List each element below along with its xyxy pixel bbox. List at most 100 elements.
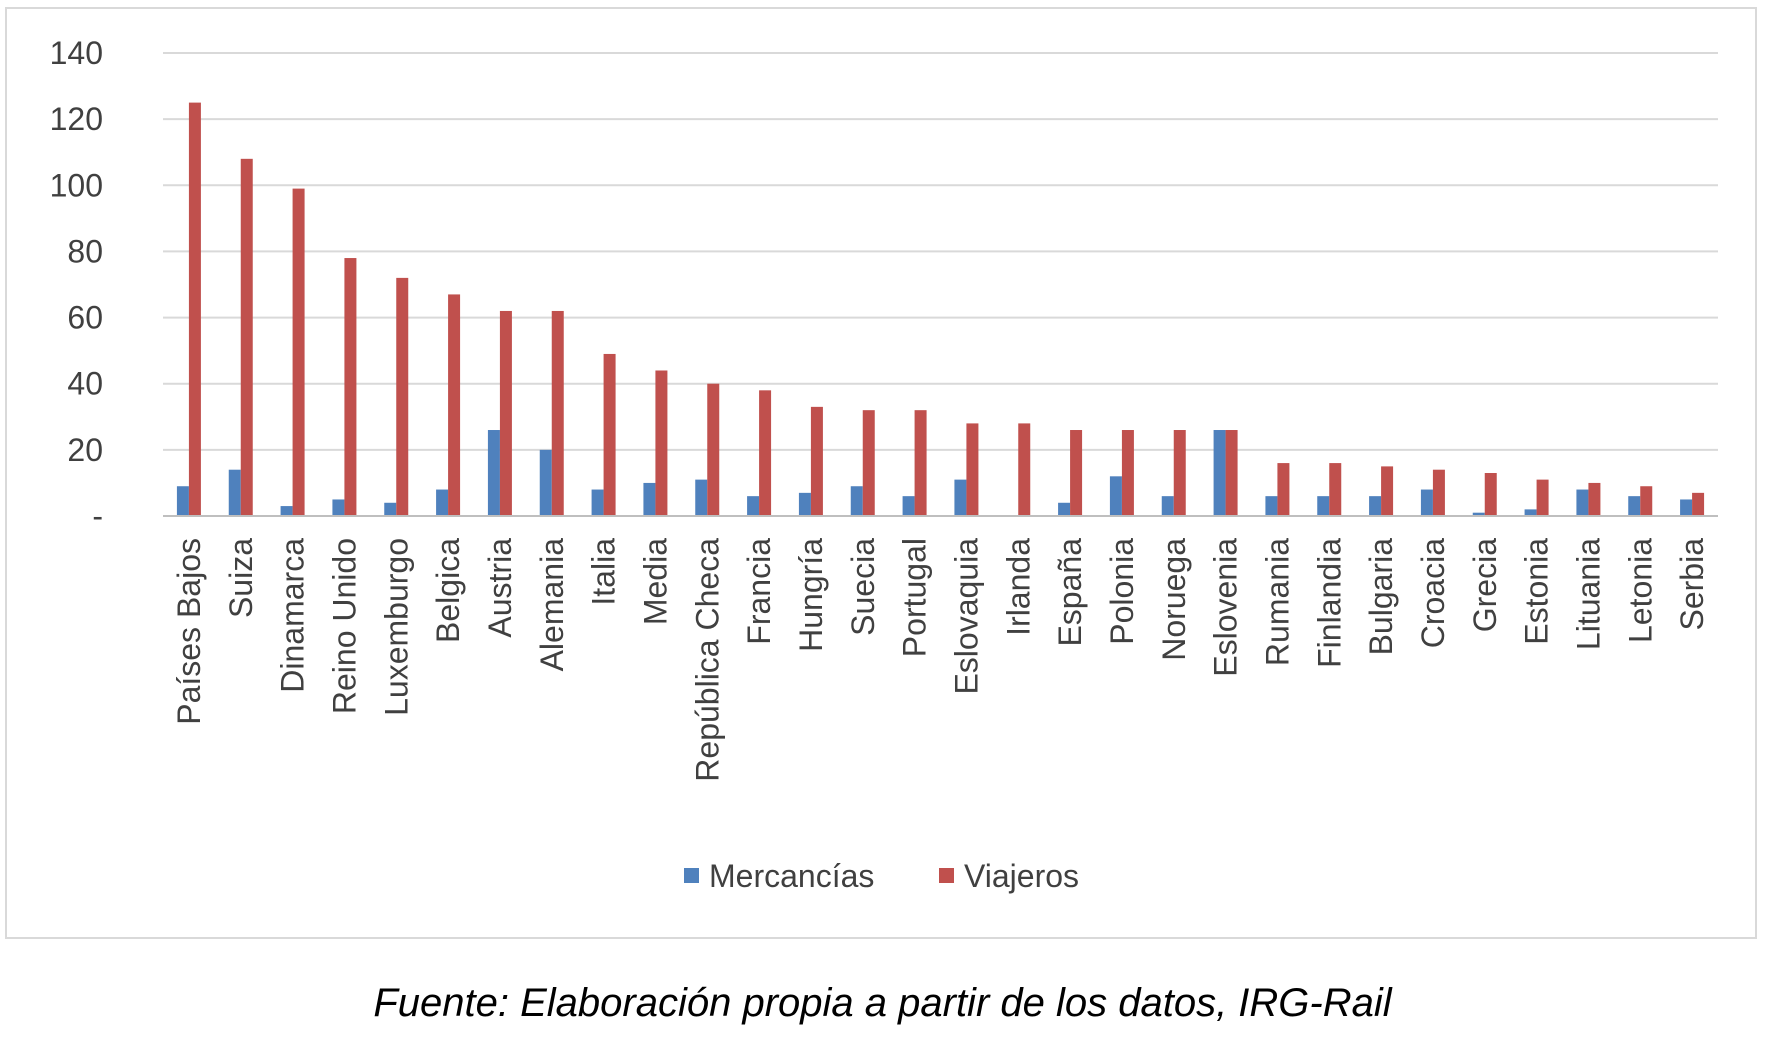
y-tick-label: 120	[50, 101, 103, 137]
bar-mercancias	[902, 496, 915, 516]
bar-viajeros	[1173, 430, 1186, 516]
y-axis-ticks: - 20 40 60 80 100 120 140	[50, 35, 103, 534]
bar-viajeros	[1536, 479, 1549, 516]
bar-viajeros	[1329, 463, 1342, 516]
legend-swatch	[684, 868, 699, 883]
y-tick-label: 40	[67, 366, 103, 402]
bar-mercancias	[1680, 499, 1693, 516]
x-tick-label: Suiza	[223, 538, 259, 618]
bar-mercancias	[1213, 430, 1226, 516]
x-tick-label: República Checa	[689, 538, 725, 782]
bar-mercancias	[539, 449, 552, 516]
bar-mercancias	[1369, 496, 1382, 516]
x-tick-label: Eslovenia	[1208, 538, 1244, 677]
bar-viajeros	[1018, 423, 1031, 516]
bar-viajeros	[1640, 486, 1653, 516]
x-tick-label: Italia	[586, 538, 622, 606]
legend-swatch	[939, 868, 954, 883]
x-tick-label: Dinamarca	[275, 538, 311, 693]
y-tick-label: 80	[67, 233, 103, 269]
bar-viajeros	[655, 370, 668, 516]
x-tick-label: Letonia	[1622, 538, 1658, 643]
bar-mercancias	[1265, 496, 1278, 516]
bar-viajeros	[551, 310, 564, 516]
bar-viajeros	[603, 353, 616, 516]
x-tick-label: Eslovaquia	[948, 538, 984, 695]
x-tick-label: Alemania	[534, 538, 570, 672]
bar-viajeros	[966, 423, 979, 516]
bar-viajeros	[344, 258, 357, 516]
y-tick-label: 100	[50, 167, 103, 203]
x-tick-label: Rumania	[1259, 538, 1295, 666]
x-tick-label: Estonia	[1519, 538, 1555, 645]
bar-mercancias	[1420, 489, 1433, 516]
bar-mercancias	[280, 506, 293, 516]
y-tick-label: 140	[50, 35, 103, 71]
legend: Mercancías Viajeros	[684, 858, 1079, 894]
gridlines	[163, 52, 1718, 451]
legend-label: Viajeros	[964, 858, 1079, 894]
bar-viajeros	[810, 406, 823, 516]
bar-mercancias	[1109, 476, 1122, 516]
bars	[176, 102, 1705, 517]
bar-mercancias	[384, 502, 397, 516]
bar-mercancias	[487, 430, 500, 516]
x-tick-label: Luxemburgo	[378, 538, 414, 716]
y-tick-label: -	[92, 498, 103, 534]
bar-viajeros	[448, 294, 461, 516]
x-tick-label: Grecia	[1467, 538, 1503, 632]
bar-viajeros	[1692, 492, 1705, 516]
bar-mercancias	[228, 469, 241, 516]
bar-mercancias	[1628, 496, 1641, 516]
bar-mercancias	[1472, 512, 1485, 516]
x-tick-label: Reino Unido	[326, 538, 362, 714]
x-tick-label: Bulgaria	[1363, 538, 1399, 656]
y-tick-label: 20	[67, 432, 103, 468]
bar-mercancias	[176, 486, 189, 516]
x-tick-label: Portugal	[897, 538, 933, 657]
x-axis-labels: Países Bajos Suiza Dinamarca Reino Unido Lux…	[171, 538, 1710, 782]
bar-mercancias	[332, 499, 345, 516]
bar-viajeros	[862, 410, 875, 516]
bar-viajeros	[1588, 482, 1601, 516]
bar-mercancias	[1524, 509, 1537, 516]
bar-mercancias	[643, 482, 656, 516]
bar-viajeros	[1070, 430, 1083, 516]
x-tick-label: Serbia	[1674, 538, 1710, 631]
bar-viajeros	[499, 310, 512, 516]
x-tick-label: Lituania	[1570, 538, 1606, 650]
x-tick-label: Hungría	[793, 538, 829, 652]
bar-viajeros	[1432, 469, 1445, 516]
bar-mercancias	[1576, 489, 1589, 516]
bar-mercancias	[436, 489, 449, 516]
bar-mercancias	[850, 486, 863, 516]
bar-viajeros	[1121, 430, 1134, 516]
legend-label: Mercancías	[709, 858, 874, 894]
x-tick-label: Países Bajos	[171, 538, 207, 725]
bar-viajeros	[1225, 430, 1238, 516]
x-tick-label: Croacia	[1415, 538, 1451, 648]
x-tick-label: Austria	[482, 538, 518, 638]
x-tick-label: Suecia	[845, 538, 881, 636]
bar-mercancias	[695, 479, 708, 516]
bar-mercancias	[1058, 502, 1071, 516]
bar-viajeros	[1381, 466, 1394, 516]
chart-border	[5, 7, 1757, 939]
bar-viajeros	[914, 410, 927, 516]
bar-viajeros	[1277, 463, 1290, 516]
bar-mercancias	[1161, 496, 1174, 516]
bar-mercancias	[798, 492, 811, 516]
bar-mercancias	[954, 479, 967, 516]
bar-viajeros	[396, 277, 409, 516]
bar-viajeros	[759, 390, 772, 516]
bar-viajeros	[188, 102, 201, 516]
source-caption: Fuente: Elaboración propia a partir de l…	[373, 981, 1392, 1025]
x-tick-label: Belgica	[430, 538, 466, 643]
x-tick-label: Polonia	[1104, 538, 1140, 645]
bar-viajeros	[707, 383, 720, 516]
bar-mercancias	[747, 496, 760, 516]
x-tick-label: España	[1052, 538, 1088, 647]
x-tick-label: Finlandia	[1311, 538, 1347, 668]
x-tick-label: Media	[637, 538, 673, 625]
